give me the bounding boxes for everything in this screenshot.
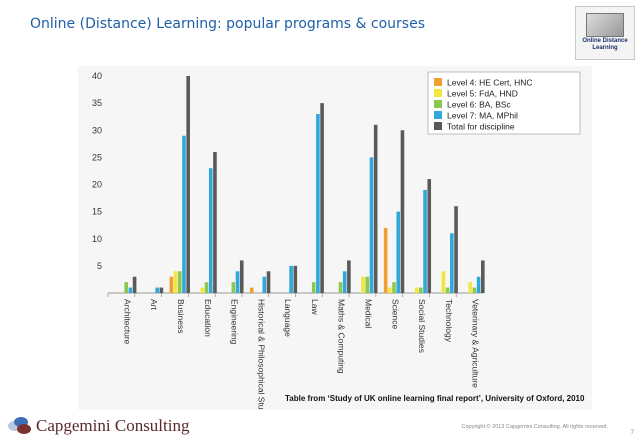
bar bbox=[289, 265, 293, 293]
y-tick-label: 5 bbox=[97, 261, 102, 271]
x-category-label: Technology bbox=[444, 299, 454, 343]
bar bbox=[208, 168, 213, 293]
bar bbox=[239, 260, 244, 293]
bar bbox=[293, 265, 298, 293]
bar bbox=[200, 287, 205, 293]
copyright-notice: Copyright © 2013 Capgemini Consulting. A… bbox=[461, 424, 608, 430]
y-tick-label: 25 bbox=[92, 152, 102, 162]
bar bbox=[169, 276, 174, 293]
bar bbox=[173, 271, 178, 293]
x-category-label: Education bbox=[203, 299, 213, 337]
bar bbox=[249, 287, 254, 293]
legend-swatch bbox=[434, 122, 442, 130]
bar bbox=[177, 271, 182, 293]
logo-line-2: Learning bbox=[592, 45, 618, 51]
x-category-label: Law bbox=[310, 299, 320, 315]
bar bbox=[414, 287, 419, 293]
y-tick-label: 30 bbox=[92, 125, 102, 135]
bar bbox=[468, 282, 473, 293]
bar-chart: 5 10 15 20 25 30 35 40 Architecture Art Business Ed… bbox=[92, 71, 581, 410]
bar bbox=[235, 271, 240, 293]
bar bbox=[441, 271, 446, 293]
x-category-label: Historical & Philosophical Studies bbox=[256, 299, 266, 410]
capgemini-spade-icon bbox=[8, 417, 32, 435]
bar bbox=[342, 271, 347, 293]
logo-text: Online Distance Learning bbox=[576, 38, 634, 52]
legend-label: Level 5: FdA, HND bbox=[447, 89, 518, 99]
legend-swatch bbox=[434, 100, 442, 108]
bar bbox=[472, 287, 477, 293]
chart-caption: Table from ‘Study of UK online learning … bbox=[285, 394, 585, 403]
bar bbox=[262, 276, 267, 293]
x-category-label: Art bbox=[149, 299, 159, 311]
x-category-label: Engineering bbox=[230, 299, 240, 345]
x-category-label: Architecture bbox=[122, 299, 132, 345]
bar bbox=[124, 282, 128, 293]
bar bbox=[347, 260, 351, 293]
bar bbox=[155, 287, 159, 293]
bar bbox=[132, 276, 137, 293]
bar bbox=[450, 233, 454, 293]
legend-swatch bbox=[434, 89, 442, 97]
bar bbox=[316, 113, 320, 293]
bar bbox=[454, 206, 458, 293]
logo-line-1: Online Distance bbox=[582, 38, 628, 44]
bar bbox=[427, 179, 432, 293]
bar bbox=[481, 260, 485, 293]
bar bbox=[392, 282, 396, 293]
bar bbox=[338, 282, 343, 293]
laptop-icon bbox=[586, 13, 624, 37]
bar bbox=[383, 227, 388, 293]
x-category-label: Medical bbox=[363, 299, 373, 328]
legend-swatch bbox=[434, 78, 442, 86]
page-number: 7 bbox=[630, 430, 634, 436]
bar bbox=[204, 282, 209, 293]
bar bbox=[320, 103, 324, 293]
bar bbox=[476, 276, 481, 293]
legend-label: Total for discipline bbox=[447, 122, 515, 132]
bar bbox=[423, 189, 427, 293]
legend-swatch bbox=[434, 111, 442, 119]
x-category-label: Science bbox=[390, 299, 400, 330]
bar bbox=[186, 76, 190, 293]
bar bbox=[419, 287, 423, 293]
bar bbox=[388, 287, 392, 293]
x-category-label: Maths & Computing bbox=[337, 299, 347, 374]
legend-label: Level 4: HE Cert, HNC bbox=[447, 78, 533, 88]
y-tick-label: 40 bbox=[92, 71, 102, 81]
slide-title: Online (Distance) Learning: popular prog… bbox=[30, 16, 425, 32]
bar bbox=[213, 151, 217, 293]
legend-label: Level 7: MA, MPhil bbox=[447, 111, 518, 121]
bar bbox=[231, 282, 236, 293]
x-category-label: Social Studies bbox=[417, 299, 427, 353]
y-tick-label: 15 bbox=[92, 207, 102, 217]
bar bbox=[396, 211, 401, 293]
bar bbox=[400, 130, 405, 293]
bar bbox=[365, 276, 370, 293]
bar bbox=[159, 287, 164, 293]
bar bbox=[128, 287, 133, 293]
y-tick-label: 35 bbox=[92, 98, 102, 108]
x-category-label: Language bbox=[283, 299, 293, 337]
company-name: Capgemini Consulting bbox=[36, 416, 190, 435]
legend-label: Level 6: BA, BSc bbox=[447, 100, 512, 110]
x-category-label: Veterinary & Agriculture bbox=[471, 299, 481, 388]
x-category-label: Business bbox=[176, 299, 186, 334]
y-tick-label: 20 bbox=[92, 180, 102, 190]
bar bbox=[445, 287, 450, 293]
bar bbox=[311, 282, 316, 293]
bar bbox=[373, 124, 378, 293]
capgemini-logo: Capgemini Consulting bbox=[8, 416, 189, 436]
legend-box bbox=[427, 71, 581, 135]
bar bbox=[182, 135, 186, 293]
bar bbox=[369, 157, 374, 293]
online-distance-learning-logo: Online Distance Learning bbox=[575, 6, 635, 60]
bar bbox=[361, 276, 365, 293]
y-tick-label: 10 bbox=[92, 234, 102, 244]
bar bbox=[266, 271, 271, 293]
